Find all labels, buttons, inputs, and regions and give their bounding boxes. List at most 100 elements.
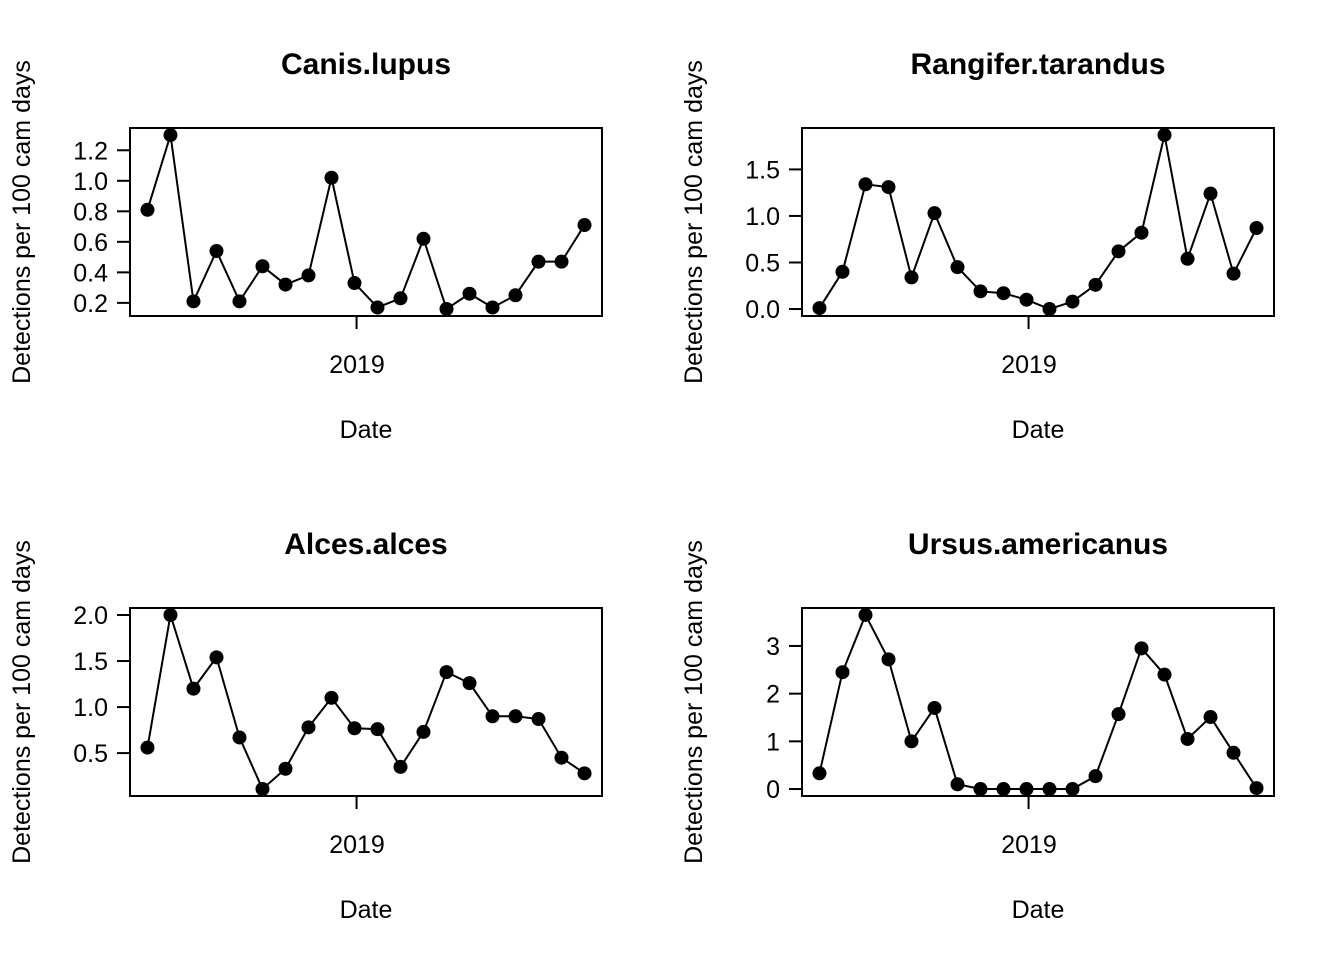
y-tick-label: 1.0: [745, 203, 780, 231]
data-point: [324, 170, 339, 185]
data-point: [554, 750, 569, 765]
panel-title: Alces.alces: [284, 528, 448, 561]
data-point: [1180, 251, 1195, 266]
data-point: [301, 268, 316, 283]
data-point: [531, 254, 546, 269]
data-point: [416, 724, 431, 739]
x-axis-label: Date: [339, 896, 393, 924]
data-point: [812, 766, 827, 781]
data-point: [1157, 667, 1172, 682]
data-point: [301, 720, 316, 735]
panel-canis-lupus: Canis.lupus Detections per 100 cam days …: [0, 0, 672, 480]
data-point: [232, 730, 247, 745]
panel-ursus-americanus: Ursus.americanus Detections per 100 cam …: [672, 480, 1344, 960]
y-tick-label: 1: [766, 728, 780, 756]
y-tick-label: 1.0: [73, 694, 108, 722]
panel-alces-alces: Alces.alces Detections per 100 cam days …: [0, 480, 672, 960]
panel-title: Rangifer.tarandus: [910, 48, 1166, 81]
data-point: [904, 270, 919, 285]
data-line: [146, 134, 586, 311]
data-point: [1203, 186, 1218, 201]
y-tick-label: 1.2: [73, 137, 108, 165]
data-point: [462, 676, 477, 691]
data-point: [927, 206, 942, 221]
data-point: [1134, 225, 1149, 240]
data-point: [927, 700, 942, 715]
plot-alces-alces: 0.5 1.0 1.5 2.0: [73, 602, 603, 809]
data-point: [370, 722, 385, 737]
y-tick-label: 2.0: [73, 602, 108, 630]
data-point: [858, 607, 873, 622]
y-tick-label: 0.6: [73, 229, 108, 257]
data-point: [996, 286, 1011, 301]
data-point: [1042, 782, 1057, 797]
data-point: [439, 301, 454, 316]
plot-ursus-americanus: 0 1 2 3: [766, 607, 1275, 809]
data-point: [485, 709, 500, 724]
data-point: [1203, 710, 1218, 725]
data-point: [881, 652, 896, 667]
data-point: [577, 218, 592, 233]
y-tick-label: 3: [766, 633, 780, 661]
data-point: [1065, 782, 1080, 797]
y-tick-label: 0.0: [745, 296, 780, 324]
data-point: [508, 709, 523, 724]
data-point: [209, 243, 224, 258]
plot-border: [801, 607, 1275, 797]
panel-title: Ursus.americanus: [907, 528, 1169, 561]
data-point: [554, 254, 569, 269]
panel-rangifer-tarandus: Rangifer.tarandus Detections per 100 cam…: [672, 0, 1344, 480]
data-point: [1180, 731, 1195, 746]
data-point: [209, 650, 224, 665]
data-point: [255, 259, 270, 274]
x-axis-label: Date: [1011, 416, 1065, 444]
data-point: [1249, 221, 1264, 236]
data-point: [1249, 781, 1264, 796]
data-point: [1088, 769, 1103, 784]
x-tick-label: 2019: [329, 831, 385, 859]
data-point: [393, 759, 408, 774]
data-point: [393, 291, 408, 306]
data-point: [186, 294, 201, 309]
data-point: [835, 665, 850, 680]
y-tick-label: 0.4: [73, 259, 108, 287]
data-point: [324, 690, 339, 705]
data-point: [416, 231, 431, 246]
x-tick-label: 2019: [1001, 351, 1057, 379]
data-point: [1157, 127, 1172, 142]
y-tick-label: 0.5: [73, 740, 108, 768]
data-point: [1226, 266, 1241, 281]
data-point: [1019, 782, 1034, 797]
data-point: [1111, 244, 1126, 259]
x-axis-label: Date: [339, 416, 393, 444]
plot-canis-lupus: 0.2 0.40.6 0.81.0 1.2: [73, 127, 603, 329]
panel-title: Canis.lupus: [280, 48, 452, 81]
y-tick-label: 1.5: [745, 156, 780, 184]
y-tick-label: 0.5: [745, 249, 780, 277]
data-point: [278, 277, 293, 292]
data-point: [255, 782, 270, 797]
x-tick-label: 2019: [1001, 831, 1057, 859]
data-point: [835, 264, 850, 279]
x-tick-label: 2019: [329, 351, 385, 379]
data-point: [904, 734, 919, 749]
data-point: [347, 276, 362, 291]
data-line: [818, 612, 1258, 791]
data-point: [163, 607, 178, 622]
data-point: [973, 782, 988, 797]
plot-border: [129, 127, 603, 317]
data-point: [163, 128, 178, 143]
plot-border: [129, 607, 603, 797]
data-point: [140, 740, 155, 755]
data-point: [232, 294, 247, 309]
data-point: [1065, 294, 1080, 309]
data-point: [950, 777, 965, 792]
data-point: [996, 782, 1011, 797]
data-point: [485, 300, 500, 315]
data-point: [439, 665, 454, 680]
data-point: [531, 712, 546, 727]
data-point: [1019, 292, 1034, 307]
data-point: [1111, 707, 1126, 722]
data-point: [347, 721, 362, 736]
